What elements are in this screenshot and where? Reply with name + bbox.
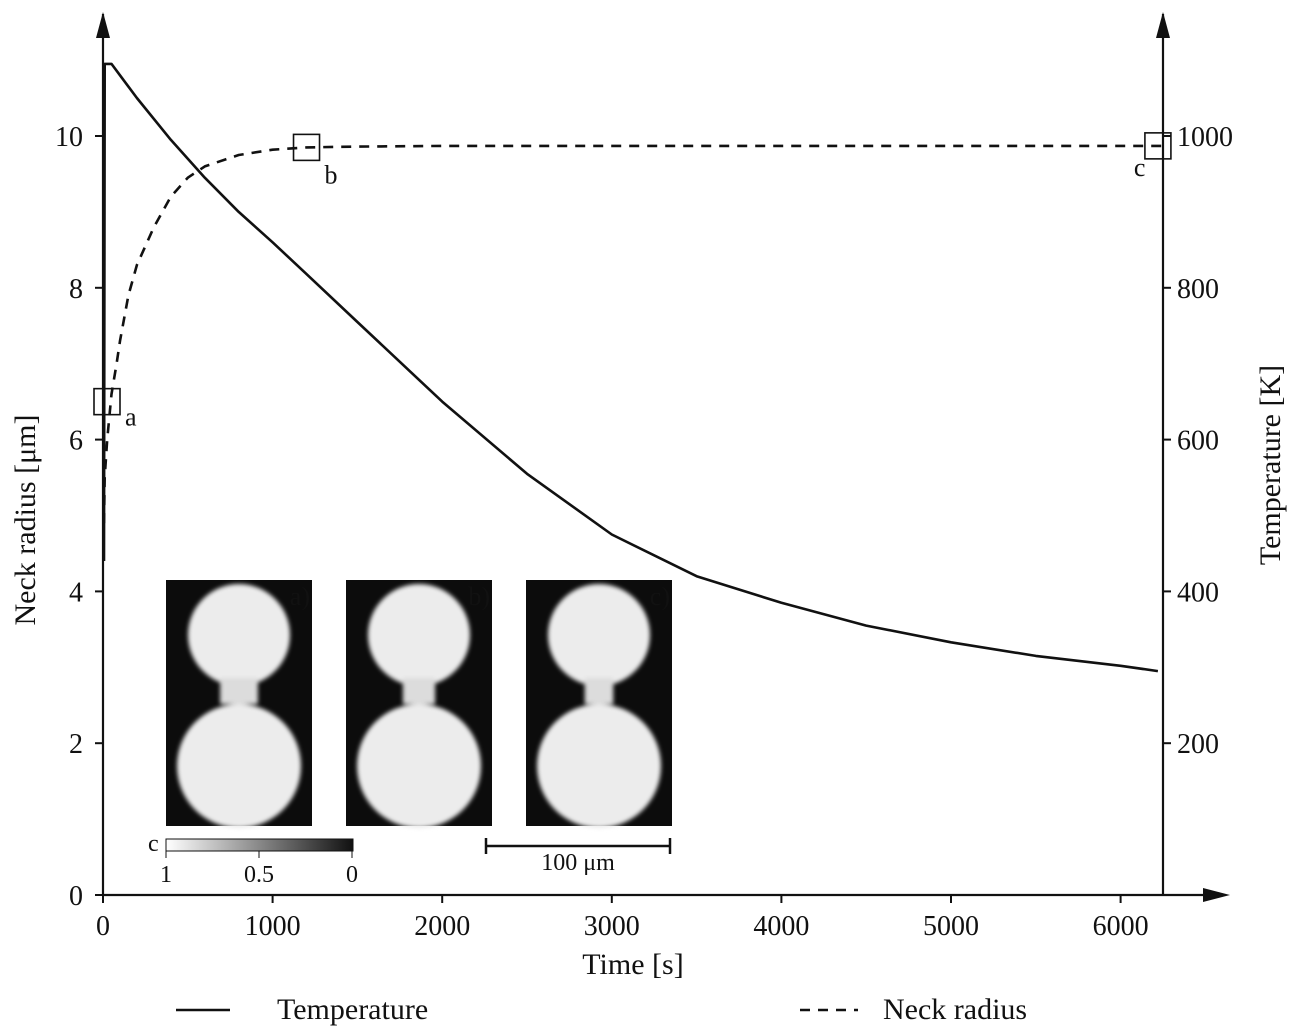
left-y-tick-label: 10 bbox=[55, 122, 83, 153]
x-axis-arrow bbox=[1203, 888, 1230, 902]
series-line-neck-radius bbox=[102, 144, 1163, 524]
particle-neck bbox=[584, 678, 614, 704]
colorbar-tick-label-3: 0 bbox=[346, 862, 358, 888]
right-y-tick-label: 800 bbox=[1177, 274, 1219, 305]
particle-neck bbox=[402, 678, 436, 704]
x-tick-label: 1000 bbox=[245, 911, 301, 942]
legend-neck-radius-label: Neck radius bbox=[883, 993, 1027, 1026]
colorbar-label: c bbox=[148, 831, 159, 857]
x-tick-label: 5000 bbox=[923, 911, 979, 942]
legend-temperature-label: Temperature bbox=[277, 993, 428, 1026]
x-tick-label: 4000 bbox=[753, 911, 809, 942]
marker-label-a: a bbox=[125, 403, 137, 432]
x-tick-label: 0 bbox=[96, 911, 110, 942]
inset-label: c) bbox=[650, 582, 670, 611]
marker-c bbox=[1144, 132, 1172, 160]
right-y-tick-label: 600 bbox=[1177, 426, 1219, 457]
legend: Temperature Neck radius bbox=[176, 993, 1027, 1026]
right-y-axis-label: Temperature [K] bbox=[1254, 365, 1287, 565]
right-y-tick-label: 400 bbox=[1177, 577, 1219, 608]
x-ticks: 0 1000 2000 3000 4000 5000 6000 bbox=[96, 895, 1149, 942]
particle-lower bbox=[177, 704, 301, 828]
right-y-axis-arrow bbox=[1156, 12, 1170, 38]
inset-3: c) bbox=[526, 580, 672, 828]
particle-upper bbox=[368, 584, 470, 686]
particle-shapes bbox=[177, 584, 301, 828]
particle-lower bbox=[357, 704, 481, 828]
inset-label: a) bbox=[290, 582, 310, 611]
x-tick-label: 3000 bbox=[584, 911, 640, 942]
inset-2: b) bbox=[346, 580, 492, 828]
colorbar-tick-label-2: 0.5 bbox=[244, 862, 274, 888]
marker-label-c: c bbox=[1134, 153, 1146, 182]
series-line-temperature bbox=[102, 62, 1159, 673]
left-y-tick-label: 2 bbox=[69, 729, 83, 760]
particle-lower bbox=[537, 704, 661, 828]
left-y-tick-label: 8 bbox=[69, 274, 83, 305]
inset-label: b) bbox=[468, 582, 490, 611]
x-tick-label: 6000 bbox=[1093, 911, 1149, 942]
particle-shapes bbox=[357, 584, 481, 828]
marker-a bbox=[93, 387, 121, 416]
particle-neck bbox=[220, 678, 258, 704]
scale-bar-label: 100 μm bbox=[541, 850, 615, 876]
particle-upper bbox=[548, 584, 650, 686]
particle-shapes bbox=[537, 584, 661, 828]
left-y-axis-arrow bbox=[96, 12, 110, 38]
right-y-tick-label: 1000 bbox=[1177, 122, 1233, 153]
scale-bar: 100 μm bbox=[484, 838, 672, 876]
right-y-tick-label: 200 bbox=[1177, 729, 1219, 760]
marker-b bbox=[292, 133, 321, 162]
colorbar: c 1 0.5 0 bbox=[148, 831, 358, 888]
markers: a b c bbox=[93, 132, 1172, 432]
left-y-tick-label: 6 bbox=[69, 426, 83, 457]
left-y-ticks: 0 2 4 6 8 10 bbox=[55, 122, 103, 912]
colorbar-tick-label-1: 1 bbox=[160, 862, 172, 888]
x-tick-label: 2000 bbox=[414, 911, 470, 942]
particle-upper bbox=[188, 584, 290, 686]
marker-label-b: b bbox=[325, 160, 338, 189]
inset-images: a) b) c) bbox=[166, 580, 672, 828]
left-y-axis-label: Neck radius [μm] bbox=[9, 414, 42, 625]
x-axis-label: Time [s] bbox=[582, 948, 683, 981]
series-layer bbox=[102, 62, 1163, 673]
colorbar-gradient bbox=[165, 838, 354, 852]
inset-1: a) bbox=[166, 580, 312, 828]
left-y-tick-label: 4 bbox=[69, 577, 83, 608]
left-y-tick-label: 0 bbox=[69, 881, 83, 912]
right-y-ticks: 200 400 600 800 1000 bbox=[1163, 122, 1233, 760]
